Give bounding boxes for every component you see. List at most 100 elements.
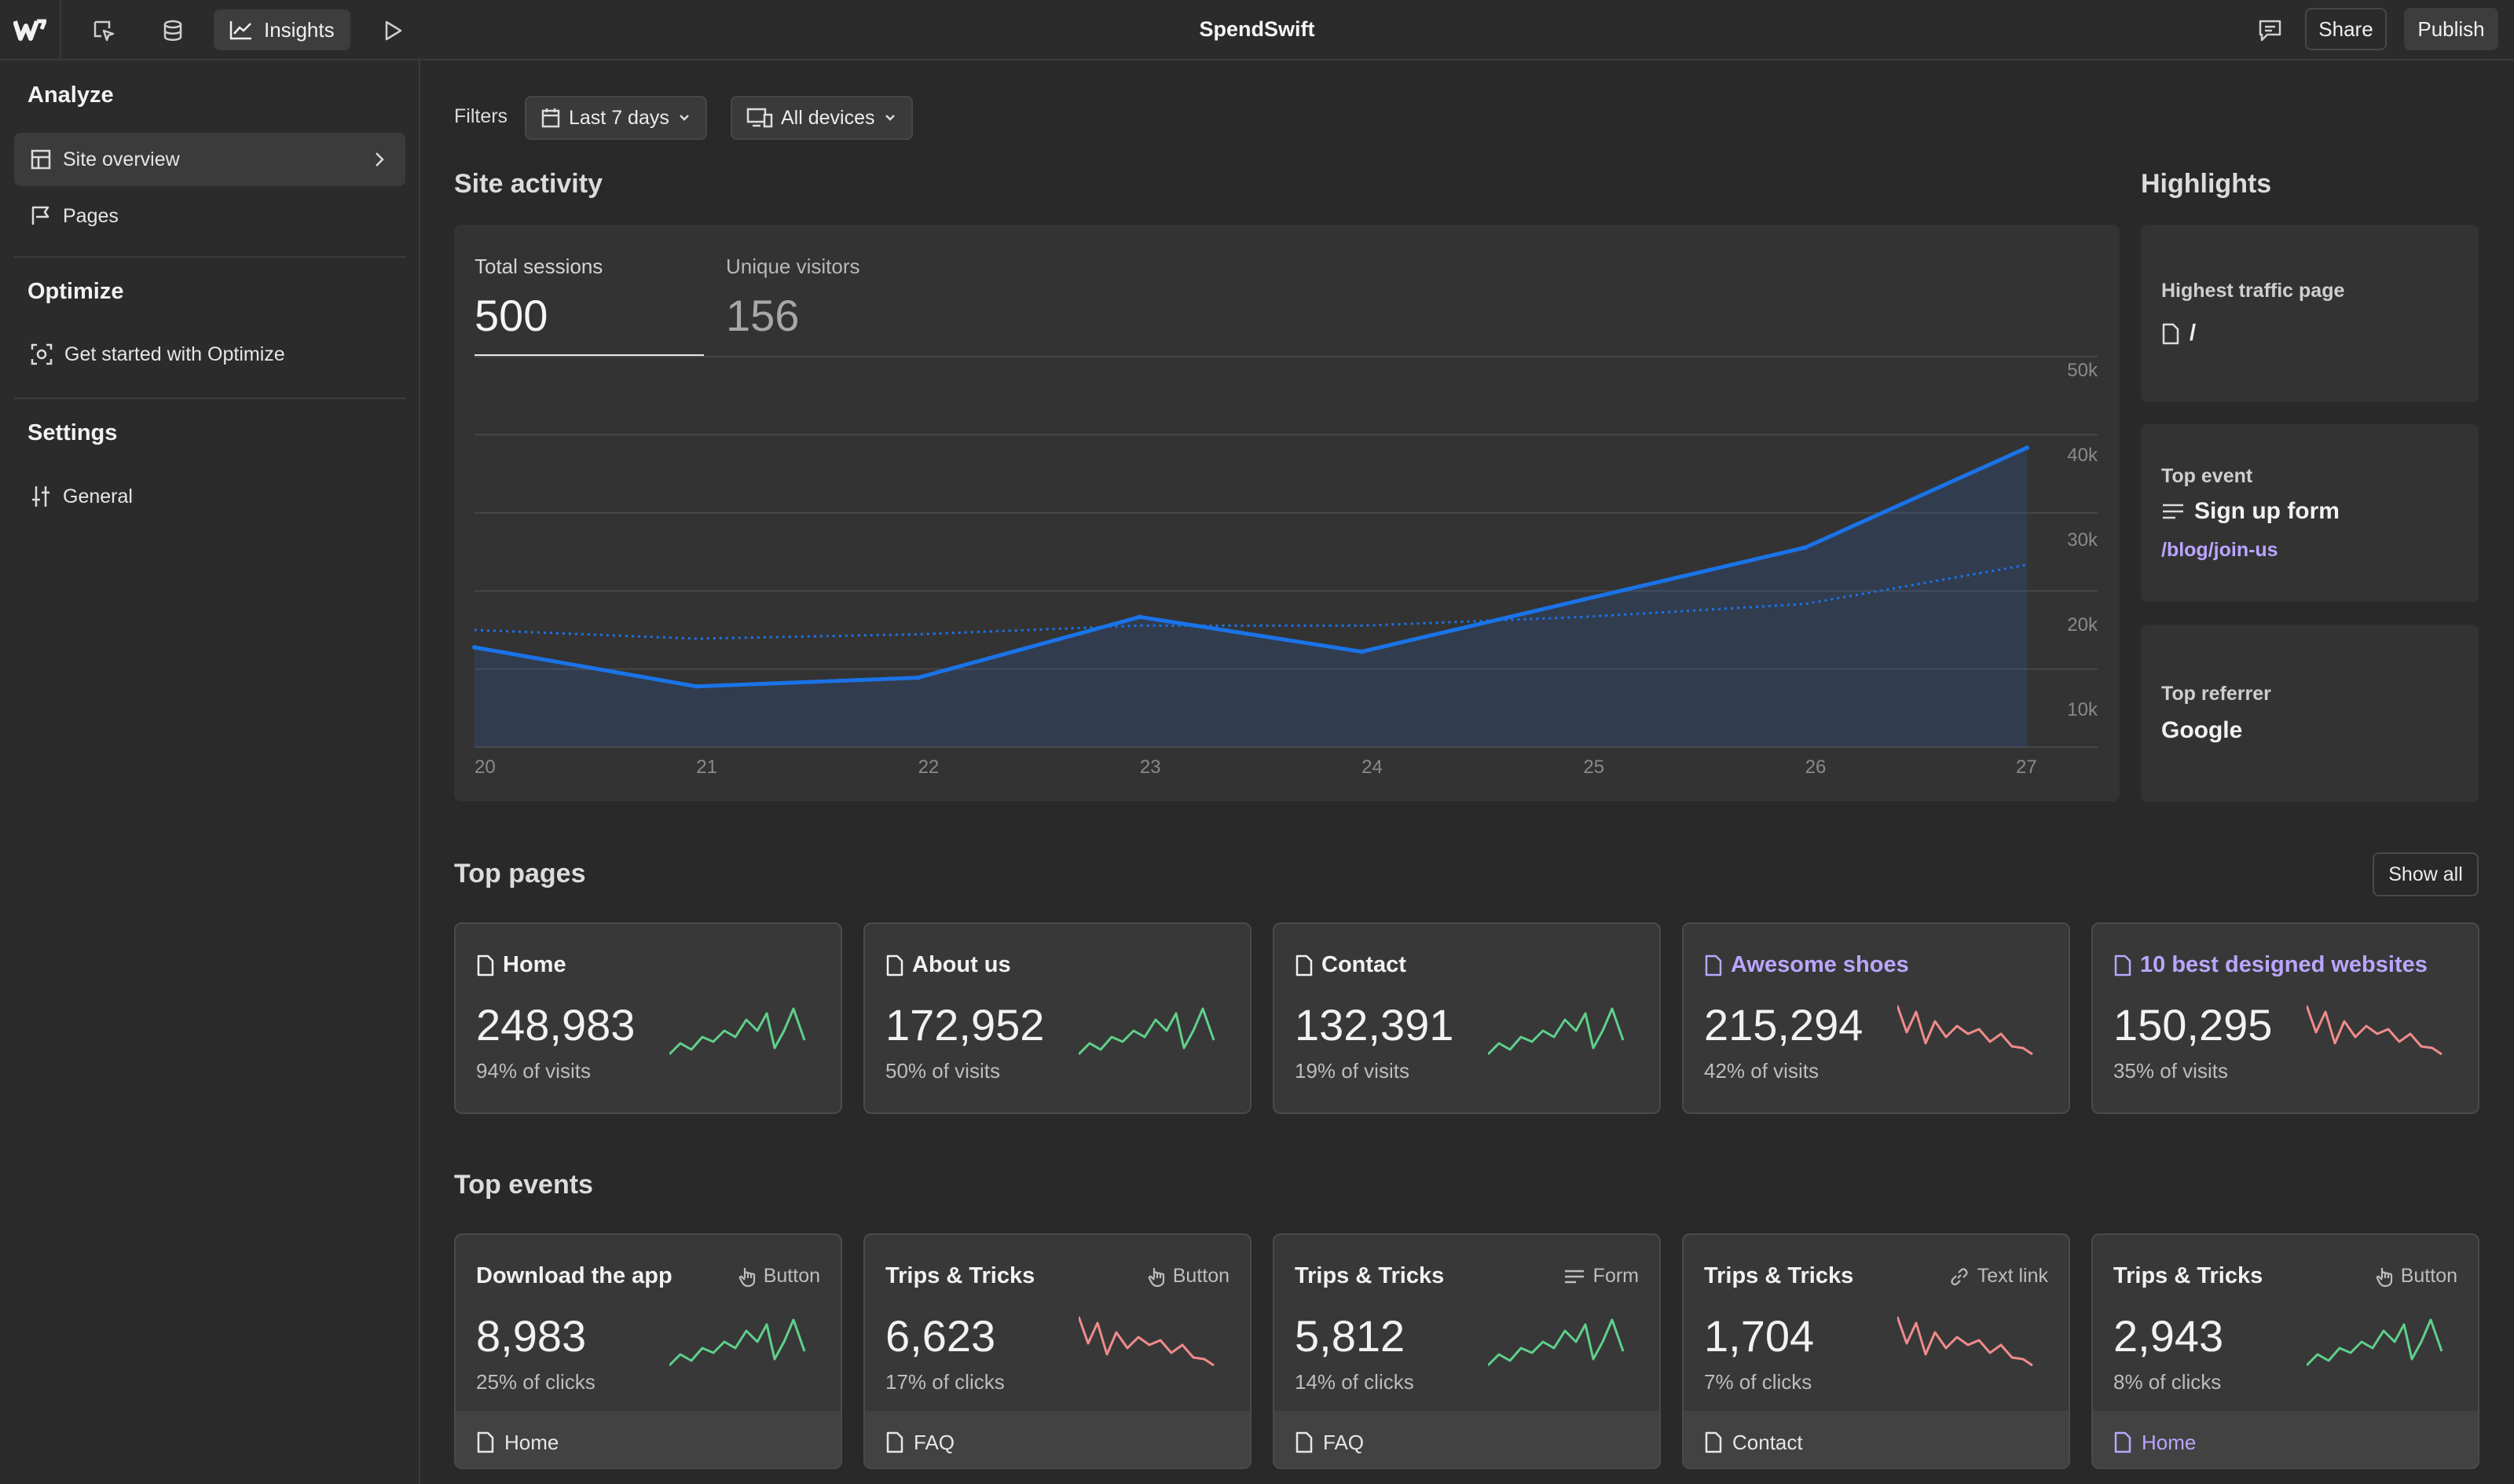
top-referrer-value: Google xyxy=(2161,717,2243,743)
insights-tab[interactable]: Insights xyxy=(214,9,350,50)
sidebar-item-site-overview[interactable]: Site overview xyxy=(14,133,405,186)
chevron-down-icon xyxy=(885,115,895,121)
sidebar-item-general[interactable]: General xyxy=(14,470,405,523)
event-clicks-share: 7% of clicks xyxy=(1704,1370,1812,1394)
event-name: Trips & Tricks xyxy=(1704,1263,1854,1288)
x-tick-label: 26 xyxy=(1805,757,1827,778)
link-icon xyxy=(1951,1267,1968,1285)
y-tick-label: 30k xyxy=(2067,529,2098,551)
top-page-card[interactable]: Awesome shoes 215,294 42% of visits xyxy=(1682,922,2070,1114)
sessions-point xyxy=(1581,597,1586,603)
top-event-card[interactable]: Download the app Button 8,983 25% of clicks… xyxy=(454,1233,842,1469)
page-title: Awesome shoes xyxy=(1704,952,1909,978)
y-tick-label: 50k xyxy=(2067,360,2098,381)
sessions-point xyxy=(472,644,477,650)
top-pages-title: Top pages xyxy=(454,859,586,889)
comments-icon[interactable] xyxy=(2253,13,2288,48)
x-tick-label: 21 xyxy=(696,757,717,778)
event-page-name: Contact xyxy=(1732,1430,1803,1454)
page-visits-value: 132,391 xyxy=(1295,1000,1454,1050)
site-activity-panel: Total sessions 500 Unique visitors 156 5… xyxy=(454,225,2120,801)
top-page-card[interactable]: Home 248,983 94% of visits xyxy=(454,922,842,1114)
event-name: Trips & Tricks xyxy=(1295,1263,1445,1288)
sparkline-chart xyxy=(1079,1316,1215,1367)
analyze-heading: Analyze xyxy=(27,82,114,108)
webflow-logo-icon[interactable] xyxy=(0,0,61,59)
event-clicks-share: 25% of clicks xyxy=(476,1370,596,1394)
page-icon xyxy=(1705,955,1722,976)
top-page-card[interactable]: About us 172,952 50% of visits xyxy=(863,922,1252,1114)
event-page-link[interactable]: Home xyxy=(456,1411,841,1468)
unique-visitors-tab[interactable]: Unique visitors 156 xyxy=(726,255,930,357)
sparkline-chart xyxy=(669,1318,806,1367)
top-event-name: Sign up form xyxy=(2161,498,2340,525)
layout-icon xyxy=(31,149,51,170)
event-page-link[interactable]: Home xyxy=(2093,1411,2478,1468)
sidebar-item-label: Get started with Optimize xyxy=(64,343,285,365)
page-icon xyxy=(1295,955,1313,976)
page-flag-icon xyxy=(31,206,49,225)
sparkline-chart xyxy=(2307,1318,2443,1367)
publish-button[interactable]: Publish xyxy=(2404,8,2498,50)
event-page-link[interactable]: FAQ xyxy=(865,1411,1250,1468)
comparison-line xyxy=(474,563,2028,640)
event-clicks-share: 14% of clicks xyxy=(1295,1370,1414,1394)
top-event-card[interactable]: Trips & Tricks Button 2,943 8% of clicks Hom… xyxy=(2091,1233,2479,1469)
x-tick-label: 24 xyxy=(1361,757,1383,778)
sparkline-chart xyxy=(1079,1007,1215,1056)
share-button[interactable]: Share xyxy=(2305,8,2387,50)
sessions-point xyxy=(1359,649,1365,654)
x-tick-label: 23 xyxy=(1140,757,1161,778)
page-icon xyxy=(1705,1431,1722,1453)
event-type: Button xyxy=(738,1265,820,1288)
unique-visitors-label: Unique visitors xyxy=(726,255,860,278)
cursor-select-icon[interactable] xyxy=(86,13,121,48)
devices-icon xyxy=(746,108,773,128)
top-events-title: Top events xyxy=(454,1170,593,1200)
play-icon[interactable] xyxy=(376,13,410,48)
top-event-card[interactable]: Trips & Tricks Text link 1,704 7% of clicks… xyxy=(1682,1233,2070,1469)
database-icon[interactable] xyxy=(156,13,190,48)
sessions-point xyxy=(1137,614,1142,620)
event-page-name: Home xyxy=(504,1430,559,1454)
event-page-link[interactable]: FAQ xyxy=(1274,1411,1659,1468)
optimize-heading: Optimize xyxy=(27,279,124,304)
event-page-link[interactable]: Contact xyxy=(1684,1411,2069,1468)
page-visits-value: 248,983 xyxy=(476,1000,636,1050)
highest-traffic-page[interactable]: / xyxy=(2161,321,2196,346)
event-clicks-value: 6,623 xyxy=(885,1311,996,1361)
top-event-path-link[interactable]: /blog/join-us xyxy=(2161,539,2278,561)
sparkline-chart xyxy=(1488,1007,1625,1056)
page-visits-value: 172,952 xyxy=(885,1000,1045,1050)
event-clicks-value: 1,704 xyxy=(1704,1311,1815,1361)
top-event-card[interactable]: Trips & Tricks Form 5,812 14% of clicks FAQ xyxy=(1273,1233,1661,1469)
sidebar-item-pages[interactable]: Pages xyxy=(14,189,405,243)
top-event-card[interactable]: Trips & Tricks Button 6,623 17% of clicks FA… xyxy=(863,1233,1252,1469)
page-name: Home xyxy=(503,952,566,977)
insights-chart-icon xyxy=(229,21,251,40)
date-filter-dropdown[interactable]: Last 7 days xyxy=(525,96,707,140)
event-name: Trips & Tricks xyxy=(2113,1263,2263,1288)
event-type: Text link xyxy=(1949,1265,2048,1288)
page-visits-share: 42% of visits xyxy=(1704,1059,1819,1083)
top-page-card[interactable]: 10 best designed websites 150,295 35% of v… xyxy=(2091,922,2479,1114)
date-filter-value: Last 7 days xyxy=(569,106,669,129)
event-type-label: Button xyxy=(1172,1265,1230,1287)
top-bar: Insights SpendSwift Share Publish xyxy=(0,0,2514,60)
page-visits-share: 50% of visits xyxy=(885,1059,1000,1083)
x-tick-label: 25 xyxy=(1583,757,1604,778)
highest-traffic-card: Highest traffic page / xyxy=(2141,225,2479,402)
event-clicks-value: 8,983 xyxy=(476,1311,587,1361)
sidebar-item-label: Pages xyxy=(63,204,119,227)
show-all-button[interactable]: Show all xyxy=(2373,852,2479,896)
page-visits-value: 215,294 xyxy=(1704,1000,1864,1050)
target-icon xyxy=(31,343,53,365)
total-sessions-tab[interactable]: Total sessions 500 xyxy=(475,255,704,357)
total-sessions-label: Total sessions xyxy=(475,255,603,278)
sidebar-item-get-started[interactable]: Get started with Optimize xyxy=(14,328,405,381)
divider xyxy=(14,398,405,399)
top-page-card[interactable]: Contact 132,391 19% of visits xyxy=(1273,922,1661,1114)
device-filter-dropdown[interactable]: All devices xyxy=(731,96,913,140)
sparkline-chart xyxy=(1897,1316,2033,1367)
page-visits-value: 150,295 xyxy=(2113,1000,2273,1050)
